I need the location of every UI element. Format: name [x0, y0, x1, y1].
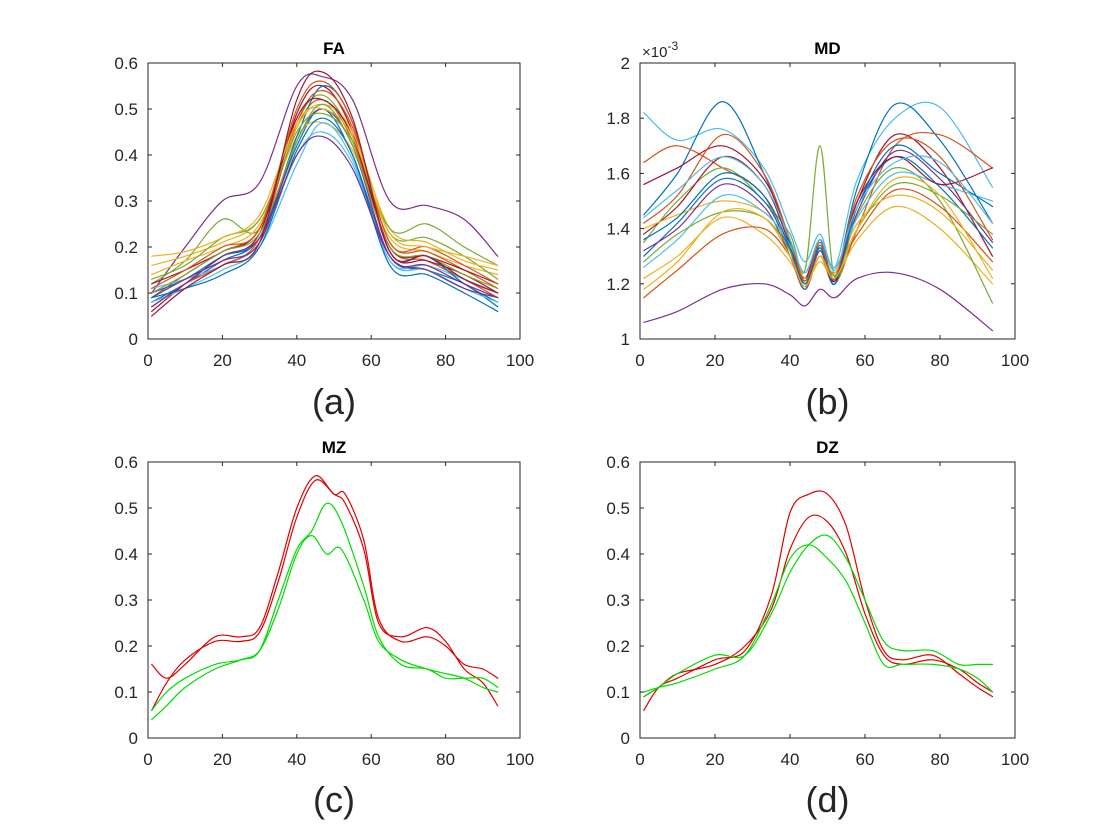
x-tick-label: 100: [1001, 351, 1029, 370]
y-tick-label: 1.4: [606, 220, 630, 239]
x-tick-label: 20: [213, 750, 232, 769]
y-tick-label: 0.4: [606, 545, 630, 564]
series-line-5: [151, 94, 499, 285]
y-tick-label: 0: [129, 330, 138, 349]
y-tick-label: 1.6: [606, 164, 630, 183]
y-tick-label: 0.2: [606, 637, 630, 656]
series-line-11: [643, 149, 994, 288]
y-tick-label: 1.2: [606, 275, 630, 294]
series-group: [643, 490, 994, 711]
x-tick-label: 0: [143, 750, 152, 769]
series-line-5: [643, 205, 994, 285]
y-tick-label: 0.1: [114, 284, 138, 303]
y-tick-label: 0.1: [114, 683, 138, 702]
y-tick-label: 0: [621, 729, 630, 748]
y-tick-label: 0.6: [114, 54, 138, 73]
series-line-6: [151, 131, 499, 294]
series-group: [643, 101, 994, 332]
series-line-4: [643, 544, 994, 693]
x-tick-label: 60: [856, 750, 875, 769]
y-tick-label: 1.8: [606, 109, 630, 128]
y-tick-label: 2: [621, 54, 630, 73]
y-tick-label: 0.4: [114, 146, 138, 165]
series-group: [151, 475, 499, 721]
y-tick-label: 0.2: [114, 637, 138, 656]
y-tick-label: 0: [129, 729, 138, 748]
series-line-18: [151, 135, 499, 308]
x-tick-label: 100: [506, 750, 534, 769]
exponent-power: -3: [667, 39, 678, 53]
y-tick-label: 0.4: [114, 545, 138, 564]
series-line-17: [643, 176, 994, 290]
y-tick-label: 0.5: [114, 499, 138, 518]
x-tick-label: 0: [635, 351, 644, 370]
y-tick-label: 0.5: [114, 100, 138, 119]
y-tick-label: 0.3: [114, 192, 138, 211]
series-group: [151, 70, 499, 317]
series-line-15: [151, 117, 499, 312]
x-tick-label: 80: [436, 351, 455, 370]
x-tick-label: 0: [635, 750, 644, 769]
y-tick-label: 0.1: [606, 683, 630, 702]
series-line-2: [643, 514, 994, 698]
panel-caption: (d): [806, 779, 850, 820]
y-tick-label: 0.3: [114, 591, 138, 610]
x-tick-label: 80: [931, 750, 950, 769]
y-tick-label: 0.6: [606, 453, 630, 472]
series-line-1: [643, 490, 994, 711]
exponent-base: ×10: [642, 44, 667, 61]
panel-title: FA: [323, 39, 345, 58]
panel-mz: 0 20 40 60 80 100 0 0.1 0.2 0.3 0.4 0.5 0.6 MZ (c): [114, 438, 534, 820]
panel-title: MD: [814, 39, 840, 58]
x-tick-label: 40: [287, 750, 306, 769]
x-tick-label: 20: [706, 750, 725, 769]
y-tick-label: 0.6: [114, 453, 138, 472]
panel-title: MZ: [322, 438, 347, 457]
series-line-16: [643, 133, 994, 282]
x-tick-label: 60: [362, 750, 381, 769]
panel-caption: (b): [806, 381, 850, 422]
x-tick-label: 60: [856, 351, 875, 370]
panel-title: DZ: [816, 438, 839, 457]
x-tick-label: 80: [931, 351, 950, 370]
axes-box: [639, 461, 1016, 739]
y-tick-label: 1: [621, 330, 630, 349]
x-tick-label: 100: [1001, 750, 1029, 769]
x-tick-label: 40: [781, 351, 800, 370]
series-line-12: [151, 112, 499, 280]
y-tick-label: 0.5: [606, 499, 630, 518]
axes-box: [147, 461, 521, 739]
x-tick-label: 60: [362, 351, 381, 370]
panel-fa: 0 20 40 60 80 100 0 0.1 0.2 0.3 0.4 0.5 0.6 FA (a): [114, 39, 534, 422]
x-tick-label: 20: [213, 351, 232, 370]
x-tick-label: 40: [781, 750, 800, 769]
series-line-2: [151, 479, 499, 711]
series-line-18: [643, 155, 994, 274]
exponent-label: ×10-3: [642, 39, 678, 61]
series-line-1: [151, 73, 499, 294]
panel-caption: (a): [312, 381, 356, 422]
y-tick-label: 0.3: [606, 591, 630, 610]
series-line-4: [151, 535, 499, 721]
series-line-1: [643, 101, 994, 270]
x-tick-label: 80: [436, 750, 455, 769]
x-tick-label: 100: [506, 351, 534, 370]
y-tick-label: 0.2: [114, 238, 138, 257]
series-line-17: [151, 107, 499, 266]
series-line-3: [151, 502, 499, 711]
x-tick-label: 40: [287, 351, 306, 370]
series-line-4: [643, 271, 994, 332]
series-line-15: [643, 144, 994, 285]
panel-md: 0 20 40 60 80 100 1 1.2 1.4 1.6 1.8 2 MD ×10-3 (b): [606, 39, 1029, 422]
series-line-6: [643, 145, 994, 304]
panel-caption: (c): [313, 779, 355, 820]
series-line-3: [643, 534, 994, 698]
x-tick-label: 0: [143, 351, 152, 370]
panel-dz: 0 20 40 60 80 100 0 0.1 0.2 0.3 0.4 0.5 0.6 DZ (d): [606, 438, 1029, 820]
x-tick-label: 20: [706, 351, 725, 370]
series-line-20: [151, 70, 499, 317]
